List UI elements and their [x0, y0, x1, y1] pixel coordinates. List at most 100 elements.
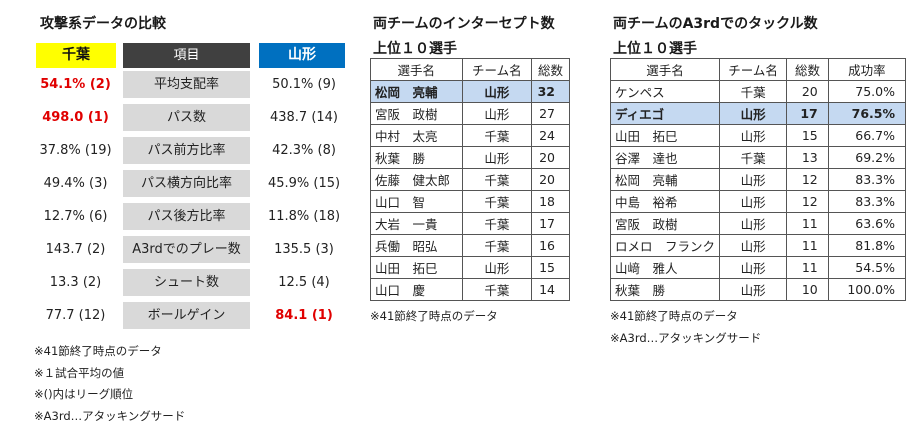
tackle-header-row: 選手名 チーム名 総数 成功率 — [609, 58, 907, 81]
table-row: ディエゴ 山形 17 76.5% — [609, 102, 907, 125]
success-rate: 83.3% — [827, 190, 907, 213]
table-row: ロメロ フランク 山形 11 81.8% — [609, 234, 907, 257]
tackle-column-header: 選手名 — [609, 58, 721, 81]
team-name: 山形 — [719, 234, 788, 257]
team1-header: 千葉 — [36, 43, 116, 68]
team-name: 千葉 — [461, 278, 533, 301]
team-name: 千葉 — [461, 168, 533, 191]
team1-value: 12.7% (6) — [43, 209, 108, 224]
team-name: 山形 — [719, 168, 788, 191]
tackle-total: 11 — [786, 212, 829, 235]
interception-total: 27 — [531, 102, 570, 125]
interception-column-header: チーム名 — [461, 58, 533, 81]
team1-value: 13.3 (2) — [49, 275, 102, 290]
team-name: 山形 — [719, 212, 788, 235]
team-name: 千葉 — [461, 234, 533, 257]
table-row: 山田 拓巳 山形 15 — [370, 256, 570, 279]
player-name: 兵働 昭弘 — [370, 234, 463, 257]
item-label: パス前方比率 — [123, 137, 250, 164]
interception-column-header: 選手名 — [370, 58, 463, 81]
interception-total: 32 — [531, 80, 570, 103]
success-rate: 66.7% — [827, 124, 907, 147]
player-name: 山﨑 雅人 — [609, 256, 721, 279]
interception-total: 18 — [531, 190, 570, 213]
comparison-row: 49.4% (3) パス横方向比率 45.9% (15) — [0, 167, 360, 200]
tackle-total: 17 — [786, 102, 829, 125]
interception-column-header: 総数 — [531, 58, 570, 81]
player-name: 大岩 一貴 — [370, 212, 463, 235]
table-row: 谷澤 達也 千葉 13 69.2% — [609, 146, 907, 169]
team-name: 山形 — [719, 102, 788, 125]
tackle-total: 11 — [786, 234, 829, 257]
item-label: パス横方向比率 — [123, 170, 250, 197]
team-name: 千葉 — [461, 190, 533, 213]
team-name: 山形 — [461, 80, 533, 103]
table-row: 山﨑 雅人 山形 11 54.5% — [609, 256, 907, 279]
comparison-title: 攻撃系データの比較 — [40, 16, 166, 32]
comparison-row: 13.3 (2) シュート数 12.5 (4) — [0, 266, 360, 299]
table-row: 兵働 昭弘 千葉 16 — [370, 234, 570, 257]
item-label: 平均支配率 — [123, 71, 250, 98]
interception-total: 16 — [531, 234, 570, 257]
success-rate: 100.0% — [827, 278, 907, 301]
tackle-total: 12 — [786, 168, 829, 191]
player-name: ディエゴ — [609, 102, 721, 125]
team-name: 千葉 — [461, 212, 533, 235]
success-rate: 54.5% — [827, 256, 907, 279]
interception-total: 14 — [531, 278, 570, 301]
table-row: 山田 拓巳 山形 15 66.7% — [609, 124, 907, 147]
player-name: 山田 拓巳 — [609, 124, 721, 147]
item-label: シュート数 — [123, 269, 250, 296]
item-header: 項目 — [123, 43, 250, 68]
comparison-row: 37.8% (19) パス前方比率 42.3% (8) — [0, 134, 360, 167]
team-name: 山形 — [719, 256, 788, 279]
table-row: 山口 智千葉 18 — [370, 190, 570, 213]
tackle-total: 12 — [786, 190, 829, 213]
tackle-total: 10 — [786, 278, 829, 301]
player-name: ロメロ フランク — [609, 234, 721, 257]
tackle-column-header: 総数 — [786, 58, 829, 81]
team2-value: 11.8% (18) — [267, 209, 341, 224]
player-name: 秋葉 勝 — [370, 146, 463, 169]
player-name: 佐藤 健太郎 — [370, 168, 463, 191]
item-label: A3rdでのプレー数 — [123, 236, 250, 263]
player-name: ケンペス — [609, 80, 721, 103]
comparison-row: 54.1% (2) 平均支配率 50.1% (9) — [0, 68, 360, 101]
comparison-notes: ※41節終了時点のデータ ※１試合平均の値 ※()内はリーグ順位 ※A3rd…アタッキ… — [34, 341, 185, 427]
team2-value: 42.3% (8) — [272, 143, 336, 158]
table-row: ケンペス 千葉 20 75.0% — [609, 80, 907, 103]
tackle-note: ※41節終了時点のデータ — [610, 309, 738, 323]
team-name: 山形 — [719, 190, 788, 213]
tackle-note: ※A3rd…アタッキングサード — [610, 330, 762, 345]
player-name: 中島 裕希 — [609, 190, 721, 213]
team2-value: 50.1% (9) — [272, 77, 336, 92]
tackle-column-header: チーム名 — [719, 58, 788, 81]
item-label: パス後方比率 — [123, 203, 250, 230]
item-label: ボールゲイン — [123, 302, 250, 329]
table-row: 宮阪 政樹 山形 11 63.6% — [609, 212, 907, 235]
tackle-total: 11 — [786, 256, 829, 279]
table-row: 松岡 亮輔 山形 12 83.3% — [609, 168, 907, 191]
interception-header-row: 選手名 チーム名 総数 — [370, 58, 570, 81]
table-row: 山口 慶千葉 14 — [370, 278, 570, 301]
interception-table: 選手名 チーム名 総数 松岡 亮輔 山形 32 宮阪 政樹 山形 27 中村 太亮 千葉 24 秋葉 … — [370, 58, 570, 301]
team-name: 千葉 — [461, 124, 533, 147]
table-row: 秋葉 勝山形 20 — [370, 146, 570, 169]
table-row: 秋葉 勝山形 10 100.0% — [609, 278, 907, 301]
interception-total: 20 — [531, 146, 570, 169]
player-name: 松岡 亮輔 — [370, 80, 463, 103]
interception-total: 15 — [531, 256, 570, 279]
success-rate: 81.8% — [827, 234, 907, 257]
team-name: 山形 — [461, 256, 533, 279]
item-label: パス数 — [123, 104, 250, 131]
comparison-row: 498.0 (1) パス数 438.7 (14) — [0, 101, 360, 134]
success-rate: 75.0% — [827, 80, 907, 103]
player-name: 秋葉 勝 — [609, 278, 721, 301]
tackle-notes: ※41節終了時点のデータ ※A3rd…アタッキングサード — [610, 306, 761, 349]
interception-total: 24 — [531, 124, 570, 147]
team1-value: 498.0 (1) — [42, 110, 109, 125]
comparison-note: ※()内はリーグ順位 — [34, 387, 134, 401]
table-row: 松岡 亮輔 山形 32 — [370, 80, 570, 103]
tackle-title: 両チームのA3rdでのタックル数 — [613, 16, 818, 32]
player-name: 中村 太亮 — [370, 124, 463, 147]
